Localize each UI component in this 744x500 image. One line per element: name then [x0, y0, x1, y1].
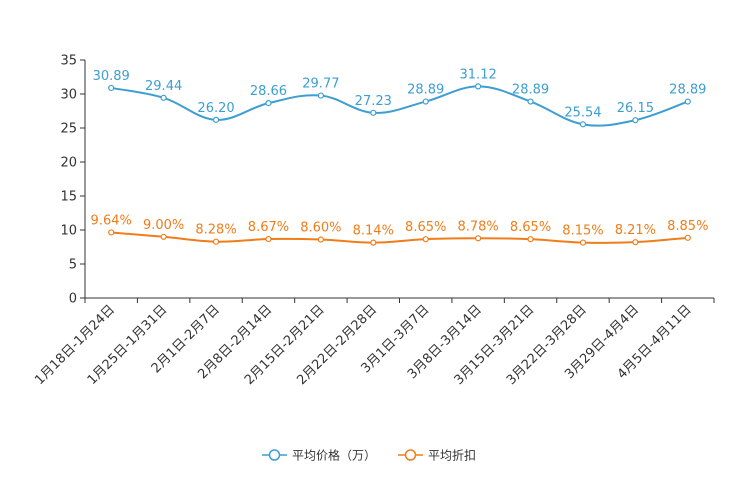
legend-marker-icon	[404, 449, 417, 461]
data-point[interactable]	[212, 116, 220, 123]
data-label: 28.89	[512, 83, 549, 98]
data-point[interactable]	[422, 236, 429, 243]
data-label: 8.60%	[300, 221, 341, 236]
data-point[interactable]	[632, 239, 639, 246]
data-label: 8.67%	[248, 220, 289, 235]
data-label: 28.89	[669, 83, 706, 98]
data-label: 8.65%	[405, 220, 446, 235]
data-point[interactable]	[422, 98, 429, 105]
series-line	[111, 85, 689, 127]
series-line	[111, 231, 688, 244]
data-point[interactable]	[684, 234, 691, 241]
y-tick-label: 25	[60, 122, 77, 137]
x-axis-ticks: 1月18日-1月24日1月25日-1月31日2月1日-2月7日2月8日-2月14…	[32, 298, 715, 388]
data-point[interactable]	[684, 98, 691, 105]
data-label: 28.89	[407, 83, 444, 98]
legend-label: 平均折扣	[428, 448, 476, 463]
data-label: 8.85%	[667, 219, 708, 234]
data-label: 29.44	[145, 79, 182, 94]
data-label: 8.78%	[457, 219, 498, 234]
y-tick-label: 0	[69, 292, 77, 307]
y-tick-label: 10	[60, 224, 77, 239]
data-label: 8.15%	[562, 224, 603, 239]
legend-item-0[interactable]: 平均价格（万）	[262, 448, 376, 463]
data-point[interactable]	[527, 98, 534, 105]
data-label: 8.14%	[353, 224, 394, 239]
data-label: 27.23	[355, 94, 392, 109]
data-point[interactable]	[579, 121, 587, 128]
y-tick-label: 20	[60, 156, 77, 171]
data-label: 25.54	[564, 105, 601, 120]
data-point[interactable]	[475, 83, 482, 90]
data-point[interactable]	[108, 229, 115, 236]
data-point[interactable]	[579, 239, 587, 246]
data-label: 8.21%	[615, 223, 656, 238]
data-point[interactable]	[317, 236, 324, 243]
y-tick-label: 5	[69, 258, 77, 273]
data-label: 29.77	[302, 77, 339, 92]
data-point[interactable]	[632, 117, 639, 124]
series-layer: 30.89 29.44 26.20 28.66 29.77 27.23 28.89 31.12…	[91, 67, 708, 246]
series-1: 9.64% 9.00% 8.28% 8.67% 8.60% 8.14% 8.65% 8.78%…	[91, 213, 708, 246]
legend-item-1[interactable]: 平均折扣	[398, 448, 476, 463]
data-point[interactable]	[265, 235, 272, 243]
data-label: 9.64%	[91, 213, 132, 228]
axes	[84, 60, 714, 299]
data-point[interactable]	[160, 233, 167, 240]
data-point[interactable]	[108, 84, 115, 92]
data-label: 26.15	[617, 101, 654, 116]
y-tick-label: 35	[60, 54, 77, 69]
data-label: 9.00%	[143, 218, 184, 233]
data-label: 31.12	[460, 67, 497, 82]
y-tick-label: 30	[60, 88, 77, 103]
legend[interactable]: 平均价格（万） 平均折扣	[262, 448, 476, 463]
data-point[interactable]	[265, 100, 272, 107]
data-point[interactable]	[160, 94, 167, 101]
data-point[interactable]	[475, 235, 482, 242]
y-axis-ticks: 0 5 10 15 20 25 30 35	[60, 54, 85, 307]
data-point[interactable]	[370, 109, 377, 116]
data-point[interactable]	[370, 239, 377, 246]
series-0: 30.89 29.44 26.20 28.66 29.77 27.23 28.89 31.12…	[93, 67, 706, 128]
data-label: 8.65%	[510, 220, 551, 235]
data-point[interactable]	[527, 236, 534, 243]
data-point[interactable]	[317, 92, 324, 99]
data-point[interactable]	[212, 238, 220, 245]
legend-marker-icon	[268, 449, 281, 461]
data-label: 28.66	[250, 84, 287, 99]
data-label: 30.89	[93, 69, 130, 84]
data-label: 26.20	[197, 101, 234, 116]
data-label: 8.28%	[195, 223, 236, 238]
y-tick-label: 15	[60, 190, 77, 205]
legend-label: 平均价格（万）	[292, 448, 376, 463]
